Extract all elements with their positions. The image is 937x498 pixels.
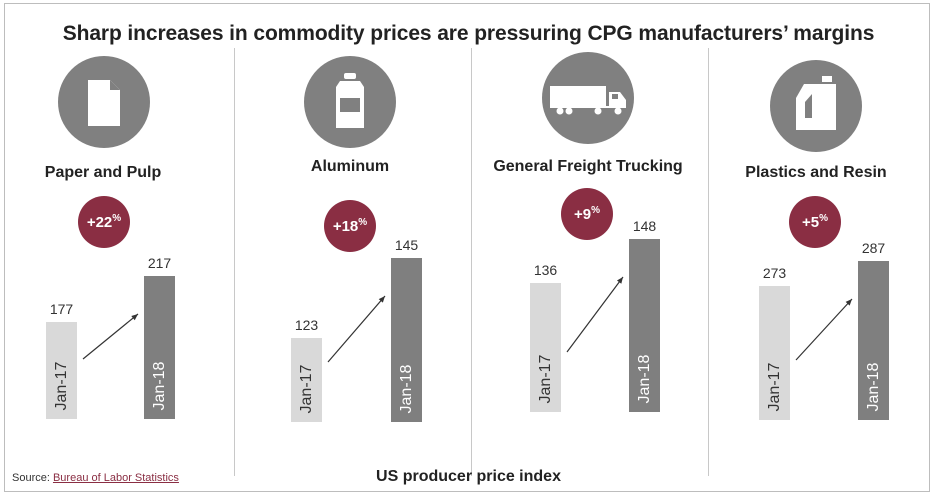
panel-label: General Freight Trucking [493, 158, 683, 175]
panel-label: Aluminum [310, 158, 390, 175]
bar-value-label: 136 [533, 262, 558, 278]
bar-category-label: Jan-18 [397, 364, 415, 414]
change-unit: % [819, 212, 828, 224]
bar-value-label: 273 [762, 265, 787, 281]
bar-jan-17: Jan-17 [291, 338, 322, 422]
bar-jan-18: Jan-18 [629, 239, 660, 412]
bar-category-label: Jan-17 [297, 364, 315, 414]
panel-divider [471, 48, 472, 476]
panel-label: Paper and Pulp [44, 164, 162, 181]
document-icon [58, 56, 150, 148]
chart-title: Sharp increases in commodity prices are … [62, 22, 875, 45]
change-value: +18 [332, 217, 359, 235]
change-badge: +18% [324, 200, 376, 252]
panel-divider [708, 48, 709, 476]
source-link[interactable]: Bureau of Labor Statistics [52, 472, 179, 484]
change-value: +22 [86, 213, 113, 231]
bar-category-label: Jan-17 [52, 361, 70, 411]
jug-icon [770, 60, 862, 152]
bar-jan-18: Jan-18 [144, 276, 175, 419]
bar-jan-17: Jan-17 [530, 283, 561, 412]
panel-label: Plastics and Resin [745, 164, 887, 181]
change-unit: % [112, 212, 122, 224]
change-badge: +22% [78, 196, 130, 248]
change-badge: +9% [561, 188, 613, 240]
bar-category-label: Jan-17 [536, 354, 554, 404]
x-axis-label: US producer price index [376, 468, 561, 485]
bar-value-label: 287 [861, 240, 886, 256]
bar-jan-17: Jan-17 [759, 286, 790, 420]
bar-category-label: Jan-18 [864, 362, 882, 412]
bar-value-label: 148 [632, 218, 657, 234]
bar-category-label: Jan-17 [765, 362, 783, 412]
bar-value-label: 123 [294, 317, 319, 333]
bar-value-label: 145 [394, 237, 419, 253]
bar-value-label: 217 [147, 255, 172, 271]
change-badge: +5% [789, 196, 841, 248]
bar-category-label: Jan-18 [635, 354, 653, 404]
change-value: +9 [573, 205, 592, 223]
bar-jan-18: Jan-18 [858, 261, 889, 420]
can-icon [304, 56, 396, 148]
source-prefix: Source: [12, 472, 53, 484]
truck-icon [542, 52, 634, 144]
bar-category-label: Jan-18 [150, 361, 168, 411]
change-unit: % [591, 204, 600, 216]
change-unit: % [358, 216, 368, 228]
bar-jan-18: Jan-18 [391, 258, 422, 422]
bar-jan-17: Jan-17 [46, 322, 77, 419]
panel-divider [234, 48, 235, 476]
source-note: Source: Bureau of Labor Statistics [12, 472, 179, 484]
change-value: +5 [801, 213, 820, 231]
bar-value-label: 177 [49, 301, 74, 317]
